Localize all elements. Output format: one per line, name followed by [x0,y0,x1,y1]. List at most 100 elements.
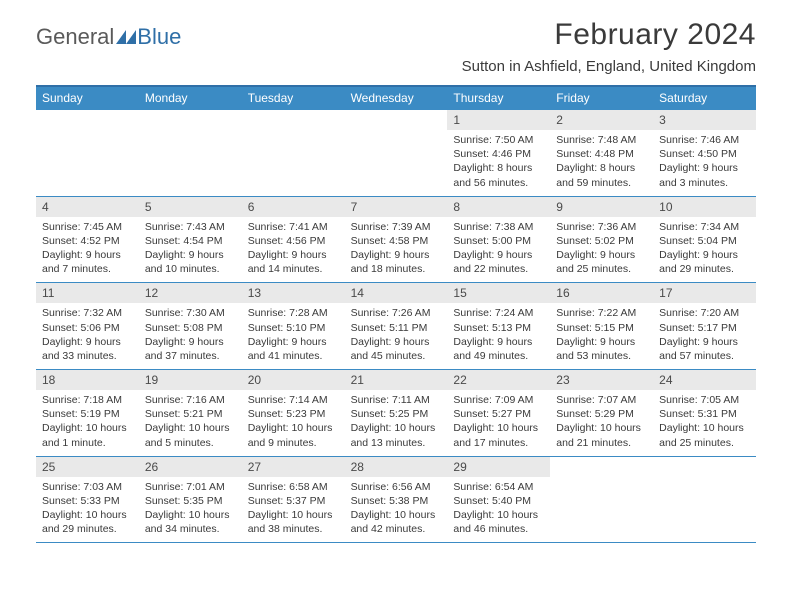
week-row: 1 Sunrise: 7:50 AMSunset: 4:46 PMDaylight… [36,110,756,197]
sunrise-text: Sunrise: 7:30 AM [145,306,236,320]
sunrise-text: Sunrise: 7:20 AM [659,306,750,320]
sunset-text: Sunset: 4:56 PM [248,234,339,248]
calendar-table: SundayMondayTuesdayWednesdayThursdayFrid… [36,85,756,543]
day-cell [550,457,653,543]
day-number: 7 [345,197,448,217]
day-number: 27 [242,457,345,477]
brand-logo: General Blue [36,18,181,50]
day-cell: 28Sunrise: 6:56 AMSunset: 5:38 PMDayligh… [345,457,448,543]
sunrise-text: Sunrise: 7:09 AM [453,393,544,407]
week-row: 25Sunrise: 7:03 AMSunset: 5:33 PMDayligh… [36,457,756,544]
day-number: 9 [550,197,653,217]
title-block: February 2024 Sutton in Ashfield, Englan… [462,18,756,75]
sunset-text: Sunset: 4:52 PM [42,234,133,248]
daylight-text: Daylight: 9 hours and 22 minutes. [453,248,544,276]
day-details: Sunrise: 7:41 AMSunset: 4:56 PMDaylight:… [242,220,345,277]
sunset-text: Sunset: 5:27 PM [453,407,544,421]
day-cell: 13Sunrise: 7:28 AMSunset: 5:10 PMDayligh… [242,283,345,369]
daylight-text: Daylight: 9 hours and 18 minutes. [351,248,442,276]
dow-cell: Monday [139,87,242,110]
sunrise-text: Sunrise: 7:34 AM [659,220,750,234]
day-details: Sunrise: 7:22 AMSunset: 5:15 PMDaylight:… [550,306,653,363]
dow-cell: Sunday [36,87,139,110]
daylight-text: Daylight: 10 hours and 25 minutes. [659,421,750,449]
sunset-text: Sunset: 5:31 PM [659,407,750,421]
day-cell: 16 Sunrise: 7:22 AMSunset: 5:15 PMDayligh… [550,283,653,369]
daylight-text: Daylight: 10 hours and 29 minutes. [42,508,133,536]
day-number: 12 [139,283,242,303]
sunrise-text: Sunrise: 7:03 AM [42,480,133,494]
logo-triangle-icon [116,24,136,50]
sunrise-text: Sunrise: 7:11 AM [351,393,442,407]
dow-cell: Saturday [653,87,756,110]
dow-cell: Thursday [447,87,550,110]
day-number: 25 [36,457,139,477]
day-cell: 8 Sunrise: 7:38 AMSunset: 5:00 PMDaylight… [447,197,550,283]
day-number: 26 [139,457,242,477]
day-cell [139,110,242,196]
daylight-text: Daylight: 9 hours and 25 minutes. [556,248,647,276]
sunset-text: Sunset: 5:21 PM [145,407,236,421]
sunrise-text: Sunrise: 7:32 AM [42,306,133,320]
day-number: 1 [447,110,550,130]
day-cell: 6Sunrise: 7:41 AMSunset: 4:56 PMDaylight… [242,197,345,283]
sunrise-text: Sunrise: 7:26 AM [351,306,442,320]
sunset-text: Sunset: 4:58 PM [351,234,442,248]
day-details: Sunrise: 7:14 AMSunset: 5:23 PMDaylight:… [242,393,345,450]
daylight-text: Daylight: 8 hours and 59 minutes. [556,161,647,189]
day-number: 22 [447,370,550,390]
day-details: Sunrise: 6:54 AMSunset: 5:40 PMDaylight:… [447,480,550,537]
sunrise-text: Sunrise: 7:01 AM [145,480,236,494]
day-details: Sunrise: 7:50 AMSunset: 4:46 PMDaylight:… [447,133,550,190]
day-cell: 21Sunrise: 7:11 AMSunset: 5:25 PMDayligh… [345,370,448,456]
brand-part2: Blue [137,24,181,50]
day-number: 8 [447,197,550,217]
day-details: Sunrise: 7:45 AMSunset: 4:52 PMDaylight:… [36,220,139,277]
day-number: 17 [653,283,756,303]
day-cell [242,110,345,196]
sunrise-text: Sunrise: 7:14 AM [248,393,339,407]
day-cell: 19Sunrise: 7:16 AMSunset: 5:21 PMDayligh… [139,370,242,456]
day-details: Sunrise: 7:01 AMSunset: 5:35 PMDaylight:… [139,480,242,537]
sunrise-text: Sunrise: 6:54 AM [453,480,544,494]
sunset-text: Sunset: 5:29 PM [556,407,647,421]
sunrise-text: Sunrise: 7:43 AM [145,220,236,234]
sunrise-text: Sunrise: 6:56 AM [351,480,442,494]
day-of-week-header: SundayMondayTuesdayWednesdayThursdayFrid… [36,87,756,110]
sunset-text: Sunset: 5:40 PM [453,494,544,508]
day-number: 13 [242,283,345,303]
day-details: Sunrise: 7:34 AMSunset: 5:04 PMDaylight:… [653,220,756,277]
day-number: 16 [550,283,653,303]
dow-cell: Friday [550,87,653,110]
sunrise-text: Sunrise: 7:46 AM [659,133,750,147]
day-number: 20 [242,370,345,390]
day-cell: 25 Sunrise: 7:03 AMSunset: 5:33 PMDayligh… [36,457,139,543]
brand-part1: General [36,24,114,50]
day-details: Sunrise: 7:20 AMSunset: 5:17 PMDaylight:… [653,306,756,363]
sunset-text: Sunset: 5:13 PM [453,321,544,335]
day-details: Sunrise: 7:18 AMSunset: 5:19 PMDaylight:… [36,393,139,450]
daylight-text: Daylight: 10 hours and 17 minutes. [453,421,544,449]
day-cell: 2Sunrise: 7:48 AMSunset: 4:48 PMDaylight… [550,110,653,196]
sunset-text: Sunset: 4:48 PM [556,147,647,161]
sunset-text: Sunset: 5:00 PM [453,234,544,248]
sunrise-text: Sunrise: 7:07 AM [556,393,647,407]
day-details: Sunrise: 7:09 AMSunset: 5:27 PMDaylight:… [447,393,550,450]
daylight-text: Daylight: 9 hours and 57 minutes. [659,335,750,363]
day-number: 15 [447,283,550,303]
sunrise-text: Sunrise: 7:38 AM [453,220,544,234]
sunset-text: Sunset: 5:38 PM [351,494,442,508]
sunset-text: Sunset: 5:08 PM [145,321,236,335]
day-details: Sunrise: 7:07 AMSunset: 5:29 PMDaylight:… [550,393,653,450]
day-details: Sunrise: 6:58 AMSunset: 5:37 PMDaylight:… [242,480,345,537]
daylight-text: Daylight: 9 hours and 49 minutes. [453,335,544,363]
daylight-text: Daylight: 10 hours and 46 minutes. [453,508,544,536]
day-number: 28 [345,457,448,477]
sunset-text: Sunset: 5:25 PM [351,407,442,421]
sunset-text: Sunset: 5:33 PM [42,494,133,508]
day-cell: 1 Sunrise: 7:50 AMSunset: 4:46 PMDaylight… [447,110,550,196]
day-details: Sunrise: 7:43 AMSunset: 4:54 PMDaylight:… [139,220,242,277]
daylight-text: Daylight: 9 hours and 41 minutes. [248,335,339,363]
sunset-text: Sunset: 5:04 PM [659,234,750,248]
daylight-text: Daylight: 8 hours and 56 minutes. [453,161,544,189]
